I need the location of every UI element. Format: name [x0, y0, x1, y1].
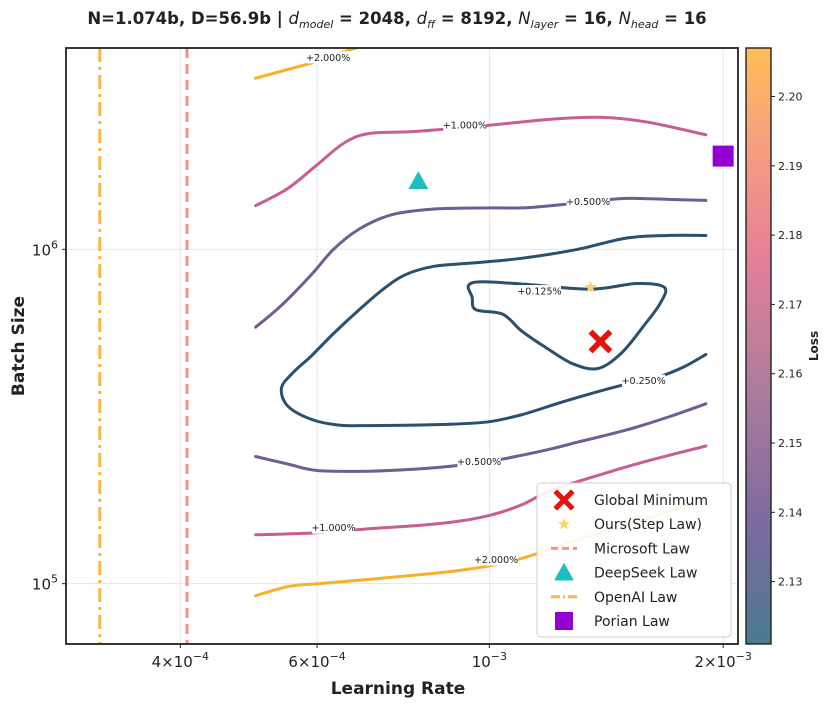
legend-label: Global Minimum	[594, 493, 708, 509]
porian-law-marker	[712, 145, 734, 167]
colorbar-tick-label: 2.14	[778, 506, 803, 519]
contour-label-bg	[443, 119, 487, 132]
contour-label-bg	[457, 455, 501, 468]
contour-label-bg	[517, 285, 562, 298]
contour-label: +2.000%	[474, 555, 518, 566]
contour-line	[279, 233, 708, 428]
legend-swatch	[557, 517, 571, 530]
legend-entry: OpenAI Law	[551, 590, 677, 606]
contour-label: +0.250%	[622, 376, 666, 387]
contour-labels: +0.125% +0.250% +0.500% +0.500% +1.000% +1.00…	[306, 51, 666, 566]
legend-entry: Porian Law	[555, 612, 670, 630]
colorbar-tick-label: 2.17	[778, 298, 803, 311]
legend-label: DeepSeek Law	[594, 566, 697, 582]
colorbar-gradient	[745, 47, 772, 645]
x-axis-label: Learning Rate	[331, 679, 466, 699]
contour-label: +0.500%	[566, 197, 610, 208]
legend-entry: DeepSeek Law	[554, 562, 697, 582]
contour-label-bg	[311, 521, 356, 534]
y-axis-ticks: 105 106	[32, 238, 66, 594]
contour-label: +2.000%	[306, 53, 350, 64]
legend-entry: Ours(Step Law)	[557, 517, 702, 533]
colorbar-tick-label: 2.16	[778, 368, 803, 381]
colorbar-tick-label: 2.15	[778, 437, 803, 450]
contour-line	[254, 196, 708, 329]
legend: Global Minimum Ours(Step Law) Microsoft La…	[536, 482, 732, 638]
law-markers	[408, 145, 734, 354]
chart-title: N=1.074b, D=56.9b | dmodel = 2048, dff =…	[87, 9, 706, 31]
global-minimum-marker	[588, 329, 613, 354]
x-tick-label: 4×10−4	[152, 650, 209, 671]
colorbar-tick-label: 2.18	[778, 229, 803, 242]
contour-label-bg	[474, 553, 518, 566]
contour-label: +0.500%	[457, 457, 501, 468]
colorbar-tick-label: 2.13	[778, 576, 803, 589]
legend-swatch	[553, 489, 575, 511]
legend-entry: Microsoft Law	[551, 541, 690, 557]
y-tick-label: 106	[32, 238, 58, 259]
legend-entry: Global Minimum	[553, 489, 708, 511]
x-tick-label: 6×10−4	[288, 650, 345, 671]
y-tick-label: 105	[32, 573, 58, 594]
contour-line	[254, 115, 708, 208]
y-axis-label: Batch Size	[9, 296, 29, 396]
plot-frame	[65, 47, 739, 645]
contour-label-bg	[306, 51, 350, 64]
ours-step-law--marker	[583, 280, 598, 293]
colorbar-label: Loss	[807, 331, 821, 361]
legend-swatch	[555, 612, 573, 630]
plot-content: +0.125% +0.250% +0.500% +0.500% +1.000% +1.00…	[98, 48, 734, 644]
x-tick-label: 2×10−3	[694, 650, 751, 671]
contour-label: +1.000%	[311, 523, 355, 534]
deepseek-law-marker	[408, 171, 429, 189]
legend-label: Ours(Step Law)	[594, 517, 702, 533]
legend-label: Microsoft Law	[594, 541, 690, 557]
colorbar: 2.13 2.14 2.15 2.16 2.17 2.18 2.19 2.20 Loss	[745, 47, 821, 645]
reference-lines	[98, 48, 189, 644]
x-tick-label: 10−3	[472, 650, 507, 671]
contour-label-bg	[622, 374, 666, 387]
x-axis-ticks: 4×10−4 6×10−4 10−3 2×10−3	[152, 644, 752, 671]
colorbar-tick-label: 2.19	[778, 160, 803, 173]
contour-label: +1.000%	[443, 121, 487, 132]
colorbar-tick-label: 2.20	[778, 91, 803, 104]
contour-label-bg	[566, 195, 610, 208]
legend-box	[536, 482, 732, 638]
legend-label: OpenAI Law	[594, 590, 677, 606]
legend-label: Porian Law	[594, 614, 670, 630]
legend-swatch	[554, 562, 574, 581]
contour-label: +0.125%	[517, 287, 561, 298]
contour-line	[466, 280, 668, 371]
